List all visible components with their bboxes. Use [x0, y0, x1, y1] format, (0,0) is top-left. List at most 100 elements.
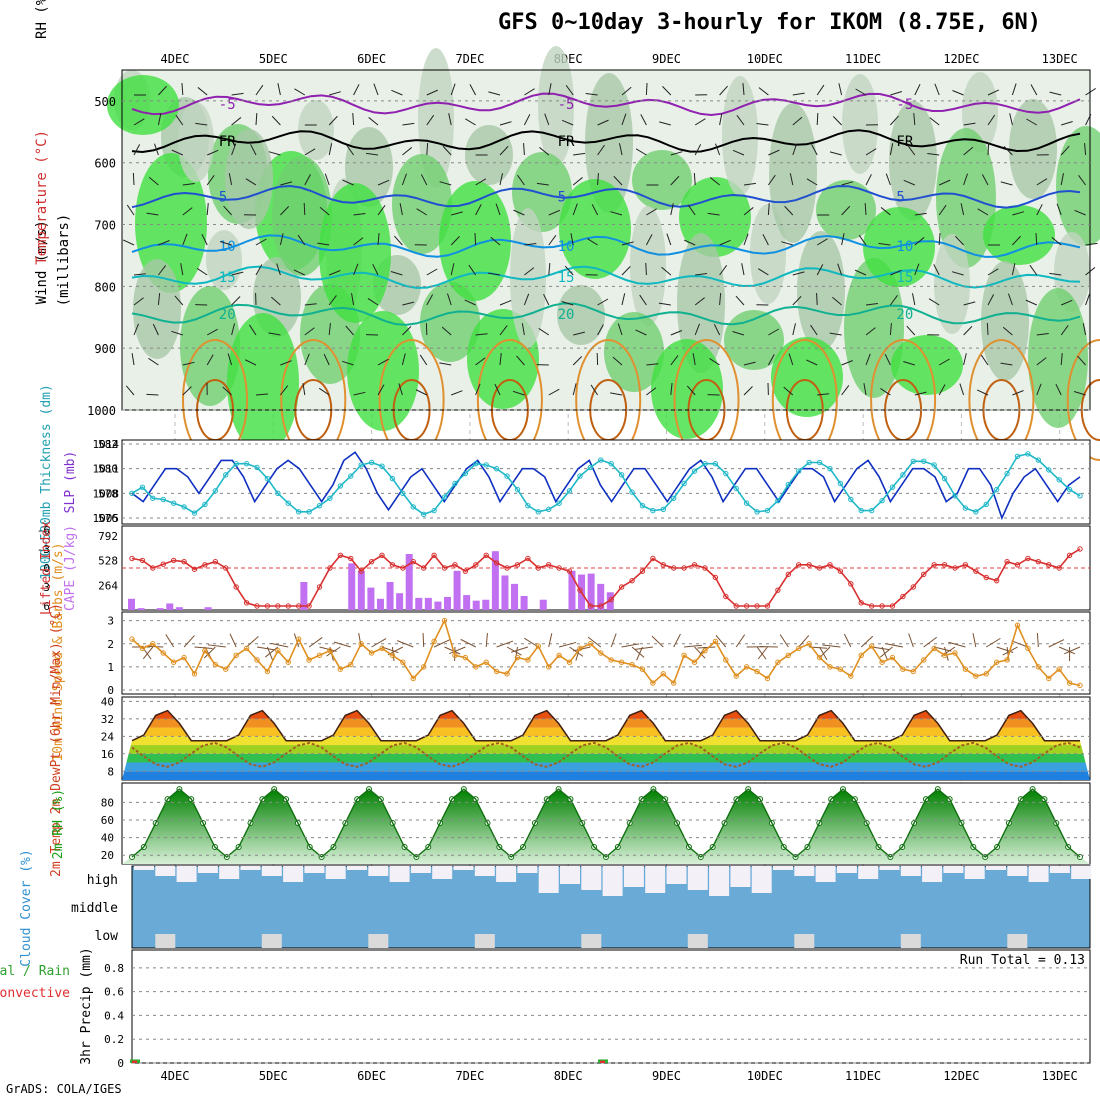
- surface-wind-barb: [460, 638, 477, 648]
- wind-speed-line-marker: [743, 664, 750, 670]
- high-cloud-bar: [1071, 866, 1092, 879]
- surface-wind-barb: [673, 633, 681, 648]
- rh-blob: [1028, 288, 1088, 428]
- wind-speed-line-marker: [566, 659, 573, 665]
- thickness-line-marker: [1056, 477, 1062, 483]
- wind-barb: [426, 142, 429, 156]
- wind-barb: [328, 143, 333, 156]
- cape-bar: [568, 570, 576, 610]
- wind-barb: [442, 145, 452, 156]
- cape-bar: [367, 587, 375, 610]
- wind-barb: [280, 206, 290, 216]
- wind-barb: [719, 113, 723, 126]
- high-cloud-bar: [687, 866, 708, 890]
- wind-barb: [158, 265, 167, 276]
- surface-wind-barb: [569, 646, 584, 657]
- date-label-top: 10DEC: [747, 52, 783, 66]
- isotherm-label: -5: [219, 97, 236, 113]
- precip-legend-total: Total / Rain: [0, 964, 70, 979]
- wind-barb: [401, 173, 407, 186]
- lifted-index-line-marker: [775, 587, 781, 593]
- wind-barb: [639, 294, 647, 306]
- pressure-tick: 900: [94, 342, 116, 356]
- wind-barb: [398, 383, 403, 396]
- date-label-bottom: 10DEC: [747, 1069, 783, 1083]
- wind-barb: [841, 385, 850, 396]
- thickness-line-marker: [733, 485, 739, 492]
- wind-speed-line-marker: [223, 666, 229, 672]
- wind-barb: [346, 144, 355, 156]
- wind-barb: [304, 174, 311, 186]
- thickness-tick: 580: [98, 463, 118, 476]
- wind-barb: [670, 203, 674, 216]
- wind-barb: [762, 234, 769, 246]
- wind-barb: [250, 144, 257, 156]
- wind-barb: [621, 266, 631, 276]
- wind-barb: [981, 174, 989, 186]
- wind-barb: [1049, 272, 1062, 276]
- high-cloud-bar: [347, 866, 367, 870]
- lifted-index-line: [131, 548, 1081, 607]
- wind-barb: [1077, 355, 1086, 366]
- wind-barb: [490, 236, 501, 246]
- date-label-bottom: 6DEC: [357, 1069, 386, 1083]
- surface-wind-barb: [822, 644, 841, 648]
- low-cloud-bar: [1007, 934, 1028, 948]
- isotherm-label: -5: [896, 97, 913, 113]
- wind-barb: [1026, 118, 1038, 126]
- rh-blob: [298, 100, 334, 160]
- high-cloud-bar: [368, 866, 389, 876]
- wind-barb: [304, 327, 315, 336]
- wind-barb: [353, 391, 366, 396]
- wind-barb: [645, 234, 653, 246]
- lifted-index-line-marker: [618, 584, 625, 590]
- upper-air-legend: Temperature (°C): [34, 130, 50, 265]
- temp-band: [122, 771, 1090, 780]
- wind-barb: [182, 207, 193, 216]
- wind-barb: [293, 269, 306, 276]
- wind-barb: [938, 358, 950, 366]
- wind-barb: [792, 296, 802, 306]
- cape-bar: [300, 582, 308, 610]
- cape-bar: [137, 608, 145, 610]
- wind-barb: [318, 387, 330, 396]
- wind-barb: [597, 298, 609, 306]
- wind-barb: [841, 233, 845, 246]
- wind-barb: [353, 213, 366, 216]
- thickness-tick: 578: [98, 487, 118, 500]
- wind-barb: [175, 114, 184, 126]
- cape-bar: [434, 601, 442, 610]
- lifted-index-line-marker: [379, 552, 385, 559]
- rh-blob: [630, 206, 666, 326]
- isotherm-label: 20: [219, 307, 236, 323]
- wind-barb: [377, 358, 389, 366]
- wind-barb: [228, 173, 233, 186]
- wind-barb: [548, 83, 552, 96]
- wind-barb: [816, 292, 818, 306]
- wind-speed-line-marker: [858, 652, 864, 659]
- date-label-bottom: 7DEC: [455, 1069, 484, 1083]
- rh-blob: [538, 46, 574, 166]
- isotherm-label: 5: [896, 190, 904, 206]
- wind-barb: [928, 298, 940, 306]
- wind-speed-line-marker: [1035, 664, 1042, 670]
- wind-barb: [878, 242, 891, 246]
- upper-air-legend: Wind (m/s): [34, 220, 50, 304]
- wind-speed-line-marker: [191, 671, 198, 677]
- wind-barb: [372, 263, 379, 276]
- surface-wind-barb: [1048, 639, 1065, 648]
- panel-frame: [121, 439, 1091, 525]
- thickness-line-marker: [691, 468, 698, 474]
- wind-barb: [929, 117, 940, 126]
- wind-barb: [401, 353, 406, 366]
- temp-line: [131, 709, 1080, 742]
- lifted-index-line-marker: [420, 565, 427, 571]
- thickness-line-marker: [462, 470, 469, 477]
- wind-barb: [1061, 299, 1073, 306]
- wind-speed-line-marker: [535, 643, 541, 649]
- wind-barb: [889, 323, 892, 336]
- slp-tick-label: 1005: [93, 512, 120, 525]
- wind-barb: [475, 357, 486, 366]
- wind-barb: [585, 93, 598, 96]
- wind-barb: [488, 272, 501, 276]
